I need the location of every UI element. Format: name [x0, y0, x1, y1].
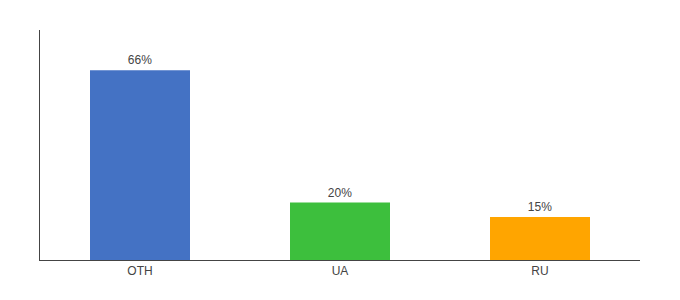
svg-text:15%: 15%: [528, 200, 552, 214]
svg-text:OTH: OTH: [127, 264, 152, 278]
svg-text:20%: 20%: [328, 186, 352, 200]
svg-text:66%: 66%: [128, 53, 152, 67]
svg-text:UA: UA: [332, 264, 349, 278]
svg-text:RU: RU: [531, 264, 548, 278]
